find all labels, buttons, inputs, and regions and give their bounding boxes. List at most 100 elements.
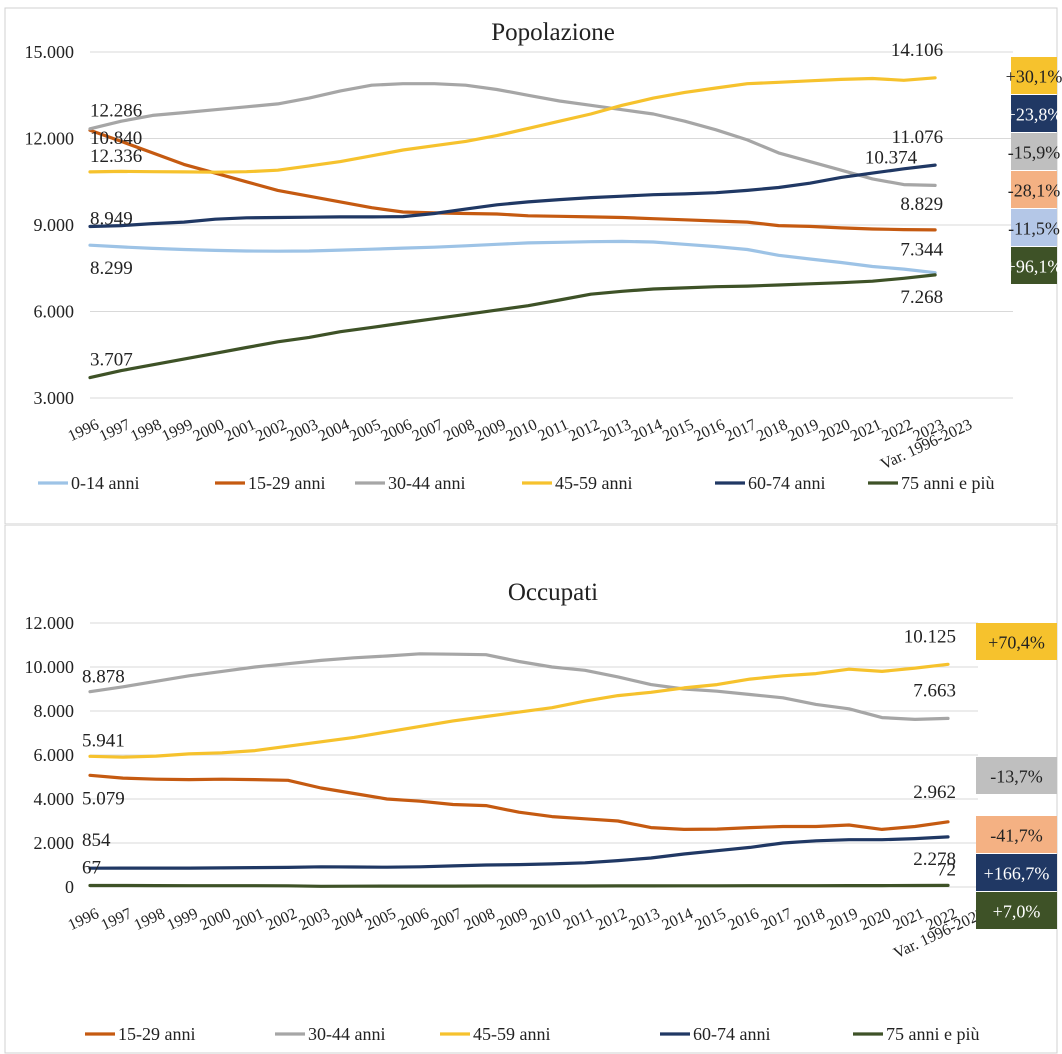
popolazione-legend-45-59-anni: 45-59 anni [555,473,632,493]
popolazione-label-first-0-14-anni: 8.299 [90,258,133,279]
occupati-x-tick: 2006 [396,905,432,934]
occupati-x-tick: 1999 [165,905,201,934]
occupati-badge-75-anni-e-pi [976,892,1057,929]
occupati-x-tick: 2009 [495,905,531,934]
popolazione-line-15-29-anni [88,128,937,232]
occupati-badge-label-30-44-anni: -13,7% [990,767,1043,787]
occupati-x-tick: 2020 [858,905,894,934]
occupati-legend-75-anni-e-pi: 75 anni e più [886,1024,979,1044]
occupati-label-first-15-29-anni: 5.079 [82,788,125,809]
popolazione-legend-75-anni-e-pi: 75 anni e più [901,473,994,493]
popolazione-label-last-60-74-anni: 11.076 [892,127,944,148]
occupati-legend-45-59-anni: 45-59 anni [473,1024,550,1044]
occupati-x-tick: 2013 [627,905,663,934]
occupati-y-tick: 0 [65,877,74,897]
occupati-label-last-60-74-anni: 2.278 [913,849,956,870]
popolazione-badge-45-59-anni [1011,57,1057,94]
occupati-y-tick: 6.000 [34,745,75,765]
popolazione-badge-label-0-14-anni: -11,5% [1008,219,1060,239]
popolazione-y-tick: 12.000 [25,129,75,149]
popolazione-y-tick: 15.000 [25,42,75,62]
occupati-x-tick: 2016 [726,905,762,934]
occupati-x-tick: 2014 [660,905,696,934]
popolazione-legend-15-29-anni: 15-29 anni [248,473,325,493]
occupati-x-tick: 2007 [429,905,465,934]
occupati-badge-label-60-74-anni: +166,7% [984,864,1050,884]
popolazione-label-first-30-44-anni: 12.336 [90,146,142,167]
occupati-y-tick: 4.000 [34,789,75,809]
occupati-x-tick: 1996 [66,905,102,934]
popolazione-chart: Popolazione3.0006.0009.00012.00015.00019… [4,7,1062,525]
popolazione-badge-label-45-59-anni: +30,1% [1006,67,1062,87]
occupati-label-last-75-anni-e-pi: 72 [937,859,956,880]
occupati-x-tick: 2015 [693,905,729,934]
occupati-badge-60-74-anni [976,854,1057,891]
popolazione-badge-label-60-74-anni: +23,8% [1006,105,1062,125]
popolazione-legend-60-74-anni: 60-74 anni [748,473,825,493]
occupati-label-first-30-44-anni: 8.878 [82,667,125,688]
popolazione-badge-75-anni-e-pi [1011,247,1057,284]
popolazione-label-first-75-anni-e-pi: 3.707 [90,350,133,371]
popolazione-label-last-30-44-anni: 10.374 [865,147,918,168]
occupati-title: Occupati [508,579,598,606]
popolazione-label-last-45-59-anni: 14.106 [891,40,943,61]
occupati-line-30-44-anni [88,652,950,721]
popolazione-label-first-45-59-anni: 10.840 [90,128,142,149]
popolazione-legend-30-44-anni: 30-44 anni [388,473,465,493]
popolazione-label-last-75-anni-e-pi: 7.268 [900,287,943,308]
occupati-x-tick: 2000 [198,905,234,934]
occupati-label-last-15-29-anni: 2.962 [913,782,956,803]
occupati-badge-label-15-29-anni: -41,7% [990,826,1043,846]
occupati-legend-60-74-anni: 60-74 anni [693,1024,770,1044]
occupati-x-tick: 2002 [264,905,300,934]
popolazione-title: Popolazione [491,19,615,46]
popolazione-badge-label-15-29-anni: -28,1% [1008,181,1061,201]
occupati-x-tick: 1998 [132,905,168,934]
occupati-x-tick: 2021 [891,905,927,934]
occupati-x-tick: 2011 [561,905,597,934]
popolazione-badge-label-75-anni-e-pi: +96,1% [1006,257,1062,277]
occupati-legend-15-29-anni: 15-29 anni [118,1024,195,1044]
popolazione-label-last-0-14-anni: 7.344 [900,240,943,261]
occupati-badge-30-44-anni [976,757,1057,794]
occupati-label-first-60-74-anni: 854 [82,830,111,851]
popolazione-y-tick: 6.000 [34,302,75,322]
occupati-x-tick: 2017 [759,905,795,934]
popolazione-label-first-60-74-anni: 8.949 [90,208,133,229]
occupati-y-tick: 2.000 [34,833,75,853]
occupati-label-first-45-59-anni: 5.941 [82,730,125,751]
occupati-y-tick: 10.000 [25,657,75,677]
occupati-line-45-59-anni [88,662,950,759]
popolazione-line-30-44-anni [88,82,937,187]
occupati-badge-45-59-anni [976,623,1057,660]
popolazione-label-first-15-29-anni: 12.286 [90,100,142,121]
occupati-legend-30-44-anni: 30-44 anni [308,1024,385,1044]
occupati-badge-label-45-59-anni: +70,4% [988,633,1045,653]
popolazione-line-75-anni-e-pi [88,273,937,380]
popolazione-frame [4,7,1058,525]
occupati-x-tick: 2019 [825,905,861,934]
popolazione-badge-label-30-44-anni: -15,9% [1008,143,1061,163]
occupati-x-tick: 2004 [330,905,366,934]
popolazione-y-tick: 3.000 [34,388,75,408]
occupati-x-tick: 2008 [462,905,498,934]
occupati-label-last-45-59-anni: 10.125 [904,626,956,647]
popolazione-line-0-14-anni [88,239,937,275]
popolazione-line-45-59-anni [88,76,937,174]
occupati-y-tick: 12.000 [25,613,75,633]
occupati-y-tick: 8.000 [34,701,75,721]
occupati-x-tick: 2001 [231,905,267,934]
occupati-x-tick: 2005 [363,905,399,934]
occupati-chart: Occupati 0 2.000 4.000 6.000 8.000 10.000 12.00… [4,525,1058,1054]
popolazione-label-last-15-29-anni: 8.829 [900,194,943,215]
occupati-x-tick: 2010 [528,905,564,934]
occupati-badge-15-29-anni [976,816,1057,853]
popolazione-legend-0-14-anni: 0-14 anni [71,473,139,493]
popolazione-badge-0-14-anni [1011,209,1057,246]
occupati-x-tick: 2012 [594,905,630,934]
occupati-x-tick: 1997 [99,905,135,934]
popolazione-y-tick: 9.000 [34,215,75,235]
occupati-label-first-75-anni-e-pi: 67 [82,858,101,879]
popolazione-x-tick: 2010 [504,416,540,445]
